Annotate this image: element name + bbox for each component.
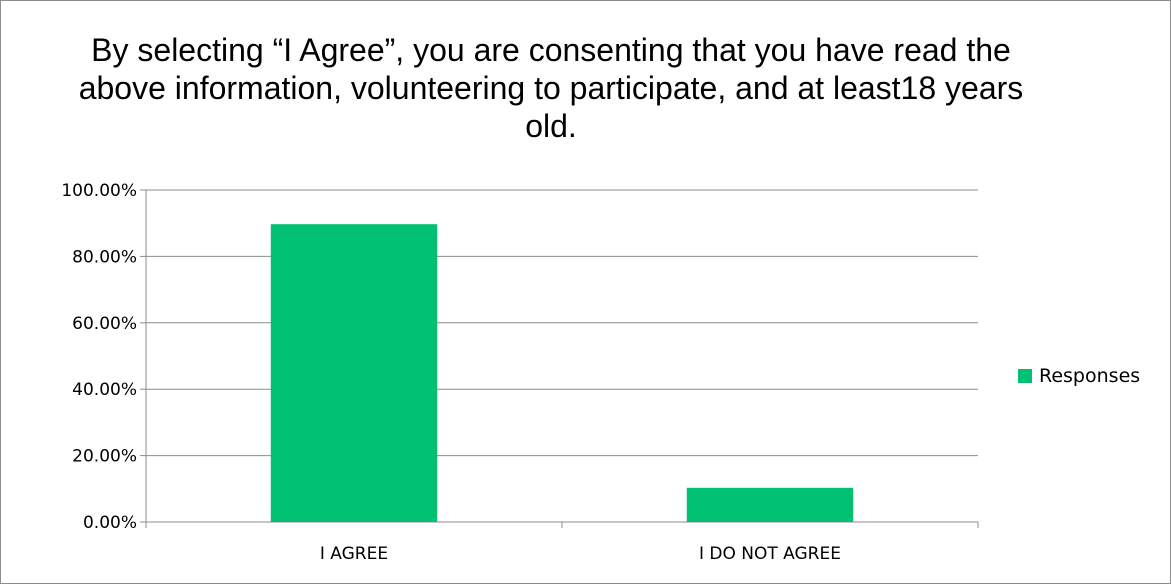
- legend: Responses: [1018, 365, 1140, 387]
- bars: [270, 224, 854, 523]
- x-tick-label: I AGREE: [320, 544, 388, 564]
- legend-swatch: [1018, 369, 1032, 383]
- chart-title: By selecting “I Agree”, you are consenti…: [78, 32, 1024, 144]
- y-tick-label: 40.00%: [72, 380, 137, 400]
- y-tick-label: 80.00%: [72, 247, 137, 267]
- y-tick-label: 0.00%: [83, 513, 137, 533]
- legend-label: Responses: [1039, 365, 1141, 387]
- axes: [140, 189, 979, 528]
- bar: [686, 487, 854, 522]
- y-tick-label: 20.00%: [72, 447, 137, 467]
- y-tick-label: 100.00%: [61, 181, 137, 201]
- x-tick-labels: I AGREE I DO NOT AGREE: [320, 544, 841, 564]
- y-tick-label: 60.00%: [72, 314, 137, 334]
- bar: [270, 224, 438, 523]
- x-tick-label: I DO NOT AGREE: [699, 544, 841, 564]
- y-tick-labels: 0.00% 20.00% 40.00% 60.00% 80.00% 100.00%: [61, 181, 137, 533]
